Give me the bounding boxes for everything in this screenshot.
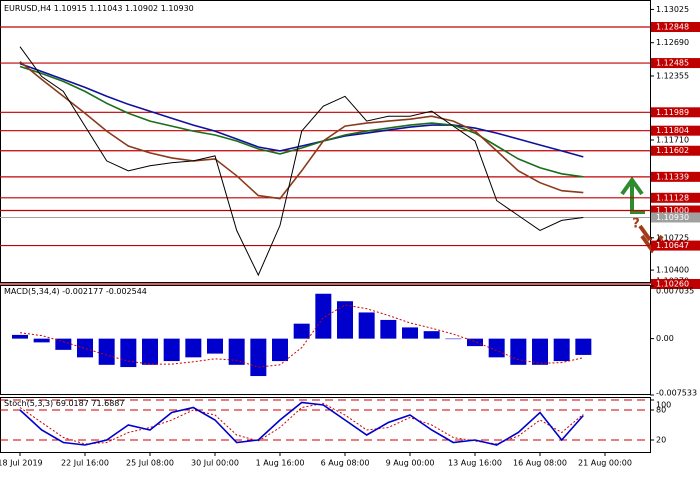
header-value: -0.002544 — [106, 287, 147, 296]
level-label: 1.11128 — [656, 193, 689, 202]
macd-bar — [380, 319, 397, 339]
y-tick-label: 20 — [656, 436, 666, 445]
macd-bar — [142, 338, 159, 365]
y-tick-label: 1.12355 — [656, 71, 689, 80]
x-tick-label: 1 Aug 16:00 — [256, 459, 305, 468]
macd-bar — [12, 334, 28, 339]
macd-bar — [553, 338, 570, 362]
x-tick-label: 6 Aug 08:00 — [321, 459, 370, 468]
y-tick-label: 1.10400 — [656, 266, 689, 275]
y-tick-label: 1.10725 — [656, 233, 689, 242]
x-tick-label: 18 Jul 2019 — [0, 459, 43, 468]
current-price-label: 1.10930 — [656, 213, 689, 222]
stoch-title: Stoch(5,3,3) 69.0187 71.6887 — [4, 399, 124, 408]
header-value: 1.10930 — [161, 4, 194, 13]
stoch-panel — [0, 397, 651, 453]
level-box — [651, 192, 700, 203]
level-box — [651, 145, 700, 156]
up-arrow — [620, 176, 645, 214]
price-panel — [0, 0, 651, 283]
level-box — [651, 278, 700, 289]
macd-bar — [337, 301, 354, 339]
x-tick-label: 21 Aug 00:00 — [578, 459, 632, 468]
level-box — [651, 171, 700, 182]
macd-signal — [19, 304, 584, 368]
y-tick-label: 80 — [656, 406, 666, 415]
level-label: 1.12485 — [656, 59, 689, 68]
macd-panel — [0, 285, 651, 395]
y-tick-label: 0.00 — [656, 334, 674, 343]
y-tick-label: -0.007533 — [656, 389, 697, 398]
macd-bar — [358, 312, 375, 339]
level-label: 1.10647 — [656, 241, 689, 250]
macd-bar — [488, 338, 505, 358]
macd-bar — [510, 338, 527, 365]
x-tick-label: 9 Aug 00:00 — [386, 459, 435, 468]
x-tick-label: 16 Aug 08:00 — [513, 459, 567, 468]
macd-bar — [272, 338, 289, 362]
y-tick-label: 1.11710 — [656, 136, 689, 145]
header-value: -0.002177 — [62, 287, 103, 296]
price-title: EURUSD,H4 1.10915 1.11043 1.10902 1.1093… — [4, 4, 194, 13]
header-value: 1.10915 — [54, 4, 87, 13]
header-value: 1.11043 — [89, 4, 122, 13]
macd-bar — [575, 338, 592, 355]
macd-bar — [98, 338, 115, 365]
y-tick-label: 1.13025 — [656, 5, 689, 14]
header-value: Stoch(5,3,3) — [4, 399, 53, 408]
level-box — [651, 205, 700, 216]
level-label: 1.11804 — [656, 126, 689, 135]
macd-bar — [33, 338, 50, 343]
header-value: MACD(5,34,4) — [4, 287, 60, 296]
level-box — [651, 107, 700, 118]
macd-bar — [532, 338, 549, 365]
moving-average — [19, 60, 584, 200]
macd-bar — [402, 327, 419, 339]
level-label: 1.12848 — [656, 23, 689, 32]
x-tick-label: 22 Jul 16:00 — [61, 459, 109, 468]
moving-average — [19, 65, 584, 178]
level-label: 1.11989 — [656, 108, 689, 117]
macd-bar — [445, 338, 462, 340]
level-box — [651, 22, 700, 33]
level-box — [651, 58, 700, 69]
level-label: 1.11602 — [656, 146, 689, 155]
macd-bar — [77, 338, 94, 358]
level-label: 1.10260 — [656, 279, 689, 288]
header-value: EURUSD,H4 — [4, 4, 51, 13]
moving-average — [19, 62, 584, 158]
level-box — [651, 240, 700, 251]
question-mark: ? — [632, 217, 640, 232]
macd-bar — [207, 338, 224, 354]
x-tick-label: 30 Jul 00:00 — [191, 459, 239, 468]
y-tick-label: 1.12690 — [656, 38, 689, 47]
stoch-main — [19, 401, 584, 446]
stoch-signal — [19, 402, 584, 445]
macd-bar — [315, 293, 332, 339]
header-value: 69.0187 — [56, 399, 89, 408]
y-tick-label: 0.007035 — [656, 287, 694, 296]
macd-bar — [293, 323, 310, 339]
y-tick-label: 100 — [656, 401, 671, 410]
macd-bar — [228, 338, 245, 365]
macd-bar — [185, 338, 202, 358]
level-label: 1.11339 — [656, 172, 689, 181]
macd-bar — [120, 338, 137, 368]
current-price-box — [651, 212, 700, 223]
macd-bar — [250, 338, 267, 377]
header-value: 1.10902 — [125, 4, 158, 13]
header-value: 71.6887 — [91, 399, 124, 408]
level-box — [651, 125, 700, 136]
level-label: 1.11000 — [656, 206, 689, 215]
macd-bar — [423, 331, 440, 339]
price-line — [19, 46, 584, 277]
macd-bar — [55, 338, 72, 350]
x-tick-label: 13 Aug 16:00 — [448, 459, 502, 468]
macd-bar — [467, 338, 484, 347]
x-tick-label: 25 Jul 08:00 — [126, 459, 174, 468]
macd-bar — [163, 338, 180, 362]
macd-title: MACD(5,34,4) -0.002177 -0.002544 — [4, 287, 147, 296]
